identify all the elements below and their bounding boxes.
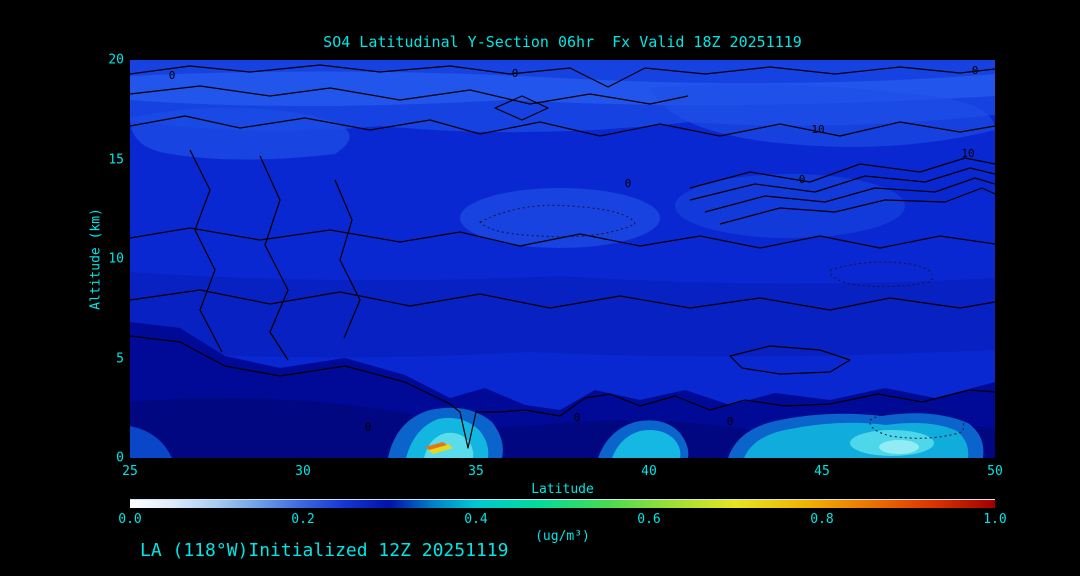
x-tick-label: 45 <box>814 464 830 479</box>
concentration-field <box>130 60 995 458</box>
x-tick-label: 30 <box>295 464 311 479</box>
contour-label: 10 <box>811 123 824 136</box>
x-axis-ticks: 25 30 35 40 45 50 <box>122 464 1003 480</box>
y-tick-label: 0 <box>116 450 124 466</box>
y-tick-label: 10 <box>108 251 124 267</box>
colorbar-label: (ug/m³) <box>535 529 590 544</box>
contour-label: 0 <box>972 64 979 77</box>
colorbar <box>130 499 995 508</box>
y-tick-label: 15 <box>108 152 124 167</box>
x-axis-label: Latitude <box>531 482 594 497</box>
contour-label: 10 <box>961 147 974 160</box>
dashed-contours <box>479 204 965 439</box>
colorbar-tick-label: 0.8 <box>810 512 834 527</box>
contour-lines <box>130 64 995 449</box>
colorbar-ticks: 0.0 0.2 0.4 0.6 0.8 1.0 <box>118 512 1006 527</box>
contour-label: 0 <box>625 177 632 190</box>
contour-plot: 0 0 0 10 10 0 0 0 0 0 <box>130 60 995 458</box>
y-axis-ticks: 0 5 10 15 20 <box>98 53 124 466</box>
y-tick-label: 5 <box>116 351 124 366</box>
init-label: LA (118°W)Initialized 12Z 20251119 <box>140 540 509 561</box>
colorbar-tick-label: 0.6 <box>637 512 661 527</box>
x-tick-label: 40 <box>641 464 657 479</box>
x-tick-label: 35 <box>468 464 484 479</box>
contour-label: 0 <box>365 421 372 434</box>
contour-label: 0 <box>512 67 519 80</box>
colorbar-tick-label: 0.4 <box>464 512 488 527</box>
contour-label: 0 <box>799 173 806 186</box>
colorbar-tick-label: 0.2 <box>291 512 315 527</box>
plot-area: 0 0 0 10 10 0 0 0 0 0 <box>130 60 995 458</box>
colorbar-tick-label: 0.0 <box>118 512 142 527</box>
chart-title: SO4 Latitudinal Y-Section 06hr Fx Valid … <box>323 33 802 51</box>
colorbar-tick-label: 1.0 <box>983 512 1007 527</box>
contour-label: 0 <box>727 415 734 428</box>
y-tick-label: 20 <box>108 52 124 68</box>
contour-label: 0 <box>169 69 176 82</box>
x-tick-label: 25 <box>122 464 138 479</box>
contour-label: 0 <box>574 411 581 424</box>
x-tick-label: 50 <box>987 464 1003 479</box>
